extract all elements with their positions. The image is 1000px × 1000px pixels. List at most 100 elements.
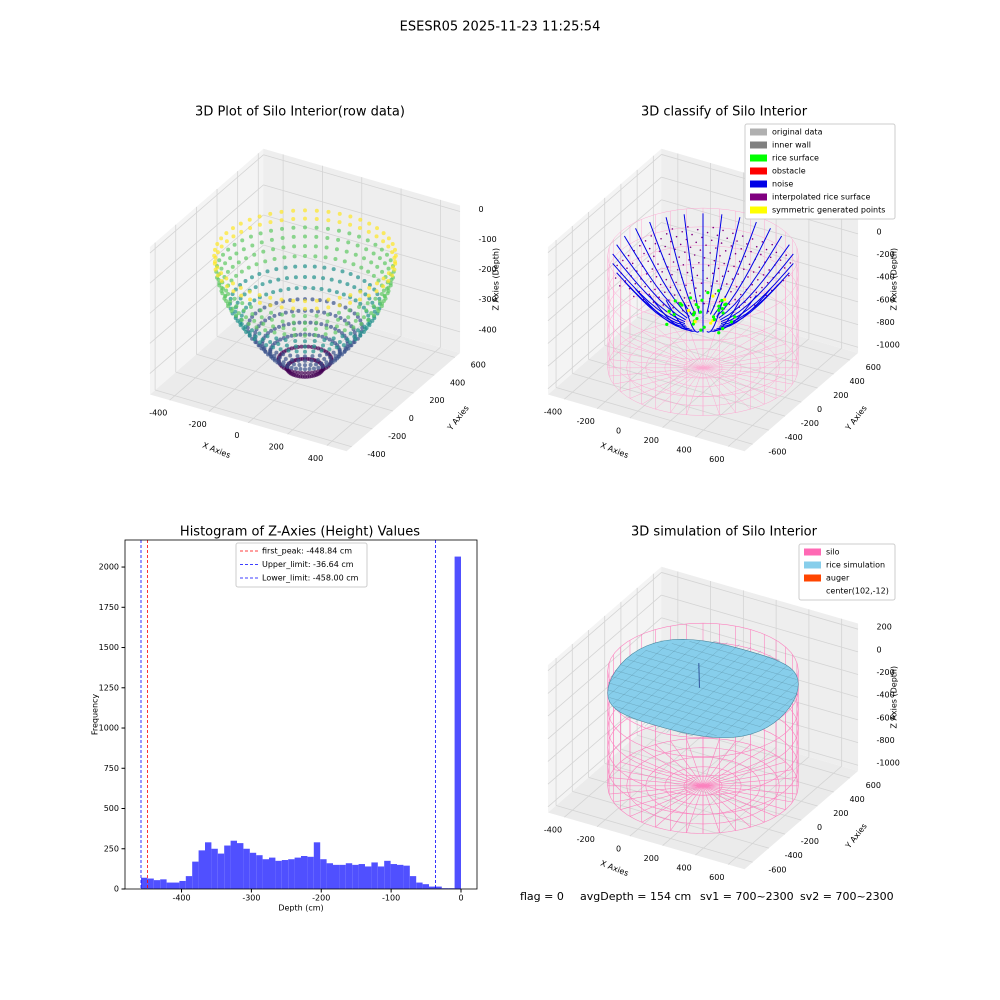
silo-spoke [702, 785, 751, 828]
noise-strand [709, 217, 741, 315]
point-cloud [325, 319, 330, 324]
point-cloud [322, 310, 327, 315]
point-cloud [316, 369, 321, 374]
point-cloud [340, 334, 345, 339]
x-tick-label: -400 [149, 408, 167, 417]
rice-dot [699, 328, 703, 332]
point-cloud [331, 267, 336, 272]
y-tick-label: -600 [768, 865, 786, 874]
point-cloud [380, 269, 385, 274]
grid-line [169, 301, 284, 401]
silo-spoke [702, 744, 751, 787]
rice-mesh [666, 650, 762, 733]
z-tick-label: -800 [877, 318, 895, 327]
noise-strand [720, 244, 790, 321]
point-cloud [331, 350, 336, 355]
point-cloud [232, 296, 237, 301]
silo-spoke [620, 343, 704, 369]
point-cloud [302, 358, 307, 363]
histogram-bar [141, 877, 148, 889]
point-cloud [339, 331, 344, 336]
point-cloud [274, 336, 279, 341]
point-cloud [240, 238, 245, 243]
point-cloud [351, 262, 356, 267]
histogram-bar [294, 857, 301, 889]
point-cloud [264, 292, 269, 297]
point-cloud [272, 330, 277, 335]
interpolated-dot [647, 260, 649, 263]
histogram-bar [230, 840, 237, 889]
point-cloud [326, 297, 331, 302]
point-cloud [303, 216, 308, 221]
point-cloud [279, 297, 284, 302]
point-cloud [309, 370, 314, 375]
x-tick-label: -200 [189, 420, 207, 429]
rice-dot [720, 307, 725, 311]
histogram-bar [205, 842, 212, 889]
z-axis-label: Z Axies (Depth) [492, 248, 501, 311]
y-tick-label: 1500 [99, 643, 119, 652]
point-cloud [247, 289, 252, 294]
point-cloud [326, 209, 331, 214]
interpolated-dot [714, 292, 717, 295]
silo-spoke [629, 785, 704, 817]
silo-spoke [609, 785, 704, 795]
point-cloud [393, 247, 398, 252]
silo-spoke [702, 754, 777, 787]
grid-line [547, 594, 662, 694]
point-cloud [327, 347, 332, 352]
point-cloud [381, 288, 386, 293]
point-cloud [253, 330, 258, 335]
point-cloud [271, 247, 276, 252]
interpolated-dot [703, 302, 705, 305]
point-cloud [321, 276, 326, 281]
y-tick-label: 600 [866, 363, 881, 372]
interpolated-dot [762, 274, 765, 276]
point-cloud [313, 244, 318, 249]
interpolated-dot [706, 277, 708, 280]
point-cloud [297, 320, 302, 325]
point-cloud [254, 325, 259, 330]
point-cloud [327, 288, 332, 293]
rice-mesh [627, 659, 792, 707]
point-cloud [278, 337, 283, 342]
point-cloud [319, 361, 324, 366]
interpolated-dot [664, 245, 667, 248]
interpolated-dot [761, 240, 764, 243]
z-tick-label: -200 [877, 250, 895, 259]
x-axis-label: X Axies [201, 441, 232, 460]
histogram-bar [243, 848, 250, 889]
interpolated-dot [719, 254, 721, 257]
interpolated-dot [683, 297, 686, 299]
silo-spoke [702, 367, 793, 385]
grid-line [620, 330, 818, 389]
y-axis-label: Frequency [91, 694, 100, 736]
point-cloud [249, 275, 254, 280]
y-tick-label: 0 [114, 885, 119, 894]
interpolated-dot [700, 282, 703, 284]
point-cloud [281, 363, 286, 368]
histogram-bar [377, 866, 385, 889]
silo-spoke [702, 785, 797, 795]
point-cloud [358, 318, 363, 323]
point-cloud [384, 252, 389, 257]
point-cloud [263, 328, 268, 333]
point-cloud [281, 326, 286, 331]
point-cloud [303, 254, 308, 259]
silo-spoke [620, 785, 704, 810]
silo-spoke [702, 761, 786, 787]
histogram-bar [365, 866, 372, 889]
interpolated-dot [662, 304, 665, 306]
silo-spoke [702, 769, 793, 787]
interpolated-dot [691, 233, 693, 236]
interpolated-dot [626, 267, 628, 270]
point-cloud [221, 252, 226, 257]
point-cloud [265, 334, 270, 339]
y-tick-label: 0 [817, 823, 822, 832]
silo-spoke [613, 367, 704, 385]
point-cloud [219, 236, 224, 241]
point-cloud [375, 226, 380, 231]
interpolated-dot [752, 271, 755, 273]
point-cloud [348, 300, 353, 305]
point-cloud [370, 300, 375, 305]
